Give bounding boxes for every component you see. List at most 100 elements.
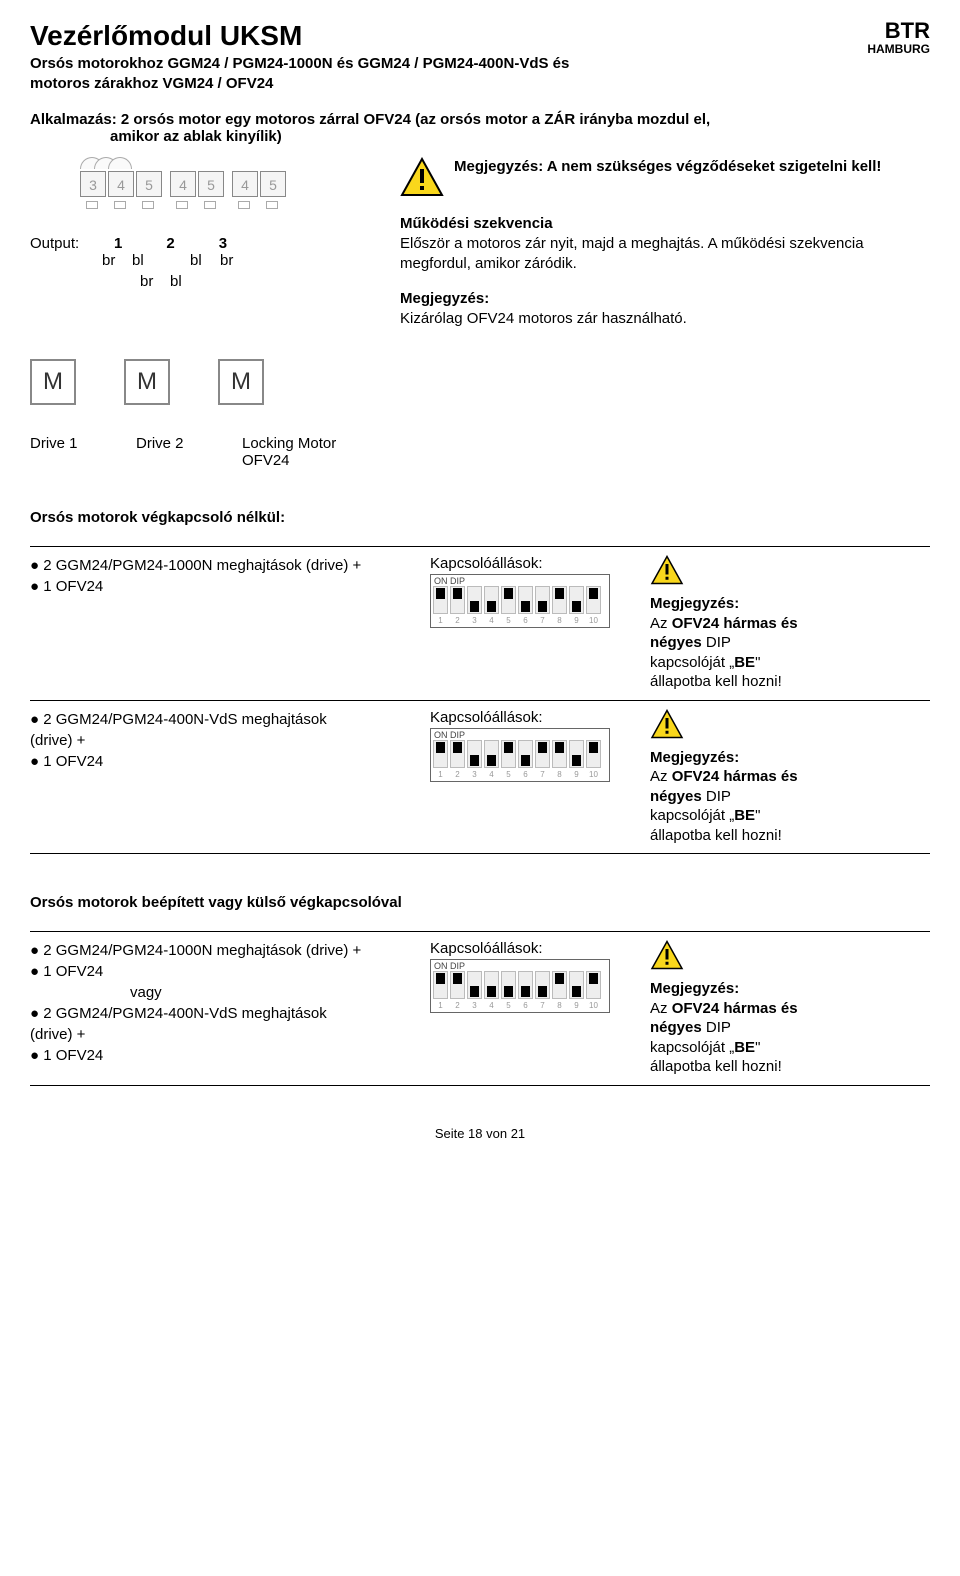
terminal-5c: 5: [260, 171, 286, 197]
config1-line2: ● 1 OFV24: [30, 576, 430, 597]
dip-number: 3: [467, 770, 482, 779]
dip-number: 6: [518, 616, 533, 625]
dip-number: 6: [518, 770, 533, 779]
note-right-1: Megjegyzés: Az OFV24 hármas és négyes DI…: [650, 594, 930, 692]
config-row-2: ● 2 GGM24/PGM24-400N-VdS meghajtások (dr…: [30, 709, 930, 846]
output-label: Output:: [30, 235, 92, 252]
terminal-4c: 4: [232, 171, 258, 197]
dip-switch: [501, 586, 516, 614]
dip-number: 4: [484, 1001, 499, 1010]
wire-bl-3: bl: [170, 273, 182, 290]
dip-switch: [518, 586, 533, 614]
config3-line2: ● 1 OFV24: [30, 961, 430, 982]
section-1-head: Orsós motorok végkapcsoló nélkül:: [30, 509, 930, 526]
wire-br-2: br: [220, 252, 233, 269]
dip-switch: [552, 586, 567, 614]
note-insulate: Megjegyzés: A nem szükséges végződéseket…: [454, 157, 881, 177]
switch-label-3: Kapcsolóállások:: [430, 940, 630, 957]
wire-br-1: br: [102, 252, 124, 269]
dip-switch: [433, 971, 448, 999]
dip-switch: [569, 586, 584, 614]
wire-bl-1: bl: [132, 252, 182, 269]
dip-switch: [501, 740, 516, 768]
dip-number: 6: [518, 1001, 533, 1010]
locking-motor-label-2: OFV24: [242, 452, 290, 469]
dip-switch: [586, 586, 601, 614]
dip-switch: [450, 971, 465, 999]
dip-switch: [586, 971, 601, 999]
dip-switch: [518, 740, 533, 768]
dip-number: 3: [467, 1001, 482, 1010]
output-2: 2: [166, 235, 174, 252]
dip-on-3: ON DIP: [431, 960, 609, 971]
application-line-2: amikor az ablak kinyílik): [110, 128, 930, 145]
dip-number: 10: [586, 1001, 601, 1010]
note-exclusive-label: Megjegyzés:: [400, 290, 489, 307]
dip-switch: [433, 586, 448, 614]
sequence-text: Először a motoros zár nyit, majd a megha…: [400, 234, 930, 275]
note-exclusive-text: Kizárólag OFV24 motoros zár használható.: [400, 310, 687, 327]
config3-line3: ● 2 GGM24/PGM24-400N-VdS meghajtások: [30, 1003, 430, 1024]
warning-icon-small-3: [650, 940, 930, 975]
dip-number: 7: [535, 616, 550, 625]
divider: [30, 853, 930, 854]
terminal-3: 3: [80, 171, 106, 197]
dip-switch: [586, 740, 601, 768]
dip-switch: [450, 740, 465, 768]
note-right-2: Megjegyzés: Az OFV24 hármas és négyes DI…: [650, 748, 930, 846]
application-line-1: Alkalmazás: 2 orsós motor egy motoros zá…: [30, 111, 930, 128]
motor-box-3: M: [218, 359, 264, 405]
dip-number: 8: [552, 616, 567, 625]
drive-2-label: Drive 2: [136, 435, 216, 469]
output-3: 3: [219, 235, 227, 252]
dip-number: 10: [586, 616, 601, 625]
config2-line2: (drive) +: [30, 730, 430, 751]
dip-switch: [433, 740, 448, 768]
dip-switch: [467, 586, 482, 614]
subtitle-line-1: Orsós motorokhoz GGM24 / PGM24-1000N és …: [30, 54, 867, 74]
terminal-diagram: 3 4 5 4 5 4 5: [80, 157, 350, 227]
dip-number: 1: [433, 1001, 448, 1010]
section-2-head: Orsós motorok beépített vagy külső végka…: [30, 894, 930, 911]
dip-on-1: ON DIP: [431, 575, 609, 586]
dip-switch: [484, 740, 499, 768]
dip-number: 2: [450, 1001, 465, 1010]
wire-br-3: br: [140, 273, 162, 290]
terminal-5: 5: [136, 171, 162, 197]
dip-switch: [552, 740, 567, 768]
dip-number: 2: [450, 616, 465, 625]
dip-switch: [535, 740, 550, 768]
dip-switch: [535, 586, 550, 614]
dip-switch: [484, 971, 499, 999]
motor-box-2: M: [124, 359, 170, 405]
dip-number: 7: [535, 1001, 550, 1010]
divider: [30, 931, 930, 932]
dip-switch: [518, 971, 533, 999]
config-row-3: ● 2 GGM24/PGM24-1000N meghajtások (drive…: [30, 940, 930, 1077]
dip-switch: [467, 971, 482, 999]
locking-motor-label-1: Locking Motor: [242, 435, 336, 452]
dip-number: 10: [586, 770, 601, 779]
dip-number: 3: [467, 616, 482, 625]
dip-on-2: ON DIP: [431, 729, 609, 740]
subtitle-line-2: motoros zárakhoz VGM24 / OFV24: [30, 74, 867, 94]
motor-box-1: M: [30, 359, 76, 405]
warning-icon: [400, 157, 444, 197]
config-row-1: ● 2 GGM24/PGM24-1000N meghajtások (drive…: [30, 555, 930, 692]
config2-line3: ● 1 OFV24: [30, 751, 430, 772]
config3-line5: ● 1 OFV24: [30, 1045, 430, 1066]
terminal-5b: 5: [198, 171, 224, 197]
terminal-4b: 4: [170, 171, 196, 197]
drive-1-label: Drive 1: [30, 435, 110, 469]
dip-number: 2: [450, 770, 465, 779]
logo: BTR HAMBURG: [867, 20, 930, 56]
logo-top: BTR: [867, 20, 930, 42]
wire-bl-2: bl: [190, 252, 212, 269]
dip-block-1: ON DIP 12345678910: [430, 574, 610, 628]
warning-icon-small-2: [650, 709, 930, 744]
dip-number: 5: [501, 1001, 516, 1010]
switch-label-2: Kapcsolóállások:: [430, 709, 630, 726]
logo-bottom: HAMBURG: [867, 42, 930, 56]
dip-switch: [535, 971, 550, 999]
config1-line1: ● 2 GGM24/PGM24-1000N meghajtások (drive…: [30, 555, 430, 576]
